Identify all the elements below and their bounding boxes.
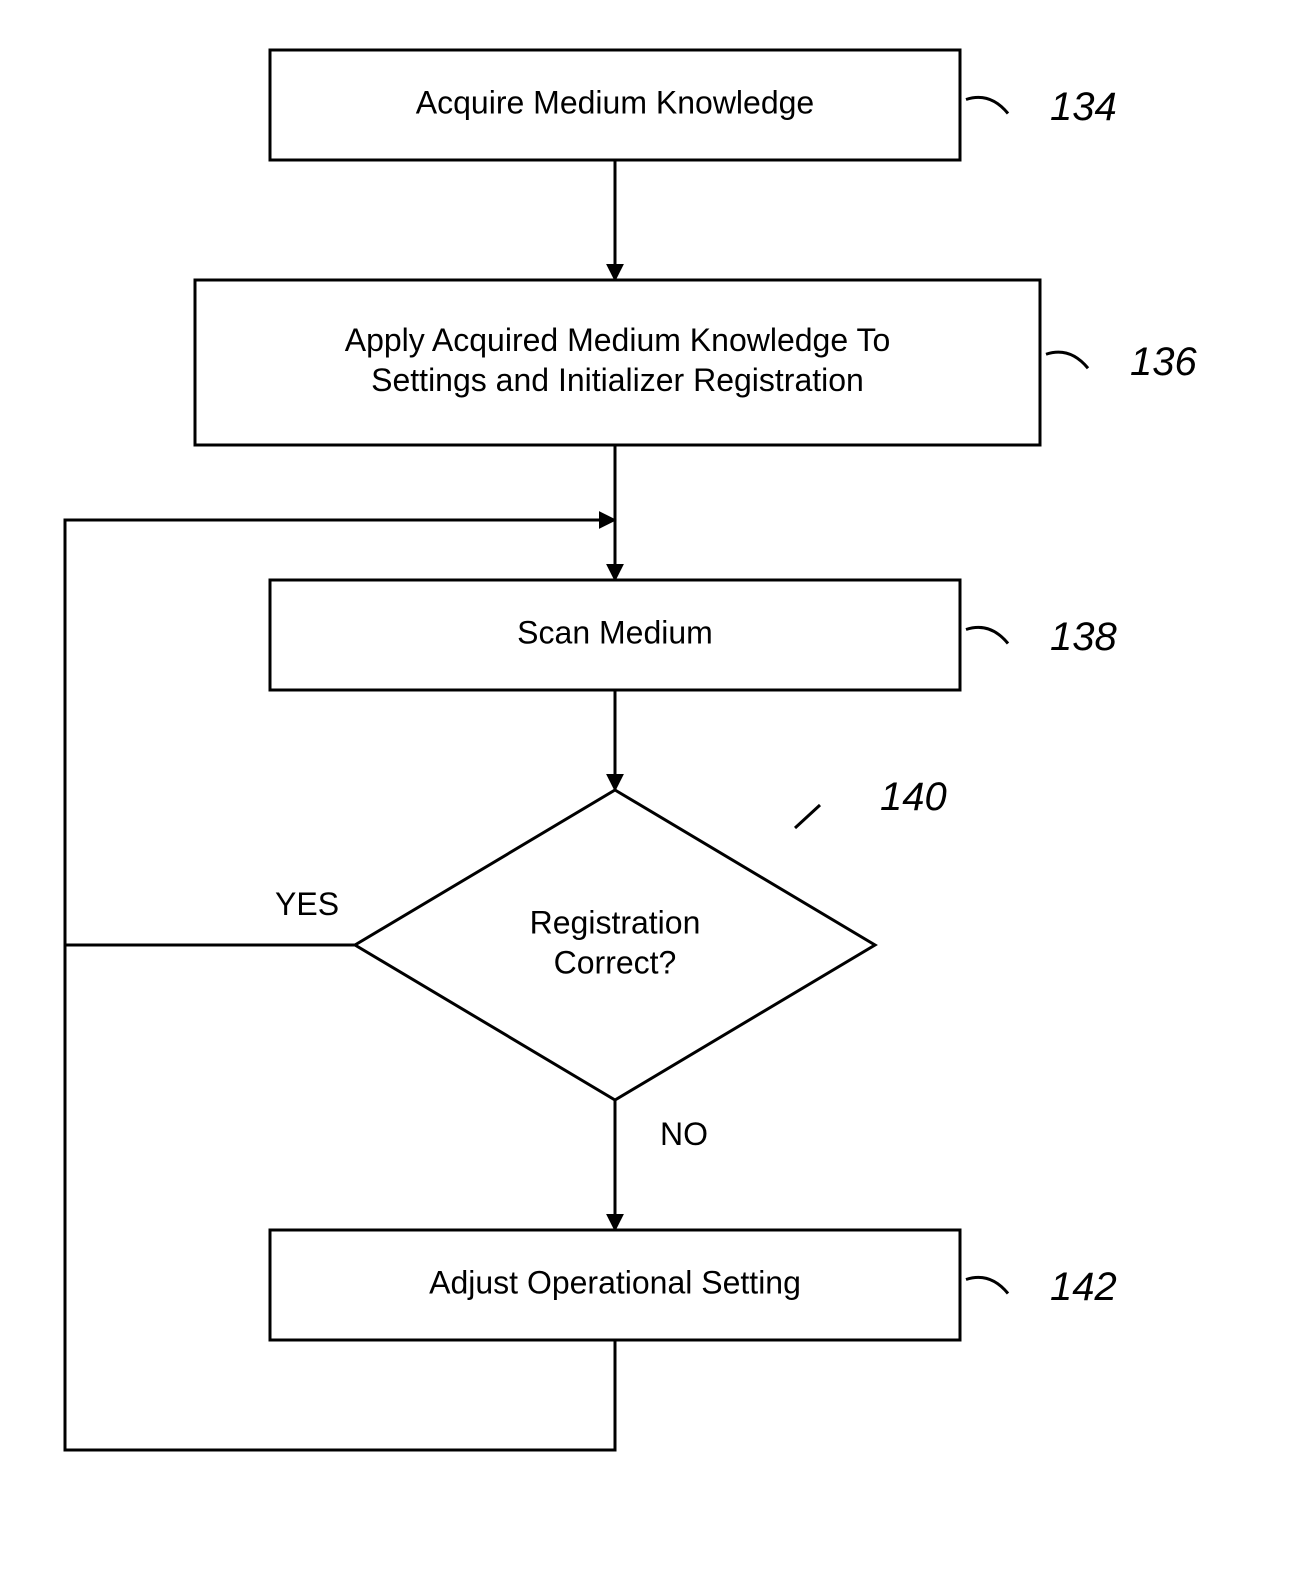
ref-number: 136: [1130, 340, 1197, 384]
node-text: Settings and Initializer Registration: [371, 362, 864, 398]
node-n140: Registration Correct? 140: [355, 775, 947, 1100]
node-text: Apply Acquired Medium Knowledge To: [345, 322, 891, 358]
node-n134: Acquire Medium Knowledge 134: [270, 50, 1117, 160]
edge-label: YES: [275, 886, 339, 922]
node-n136: Apply Acquired Medium Knowledge To Settin…: [195, 280, 1197, 445]
node-text: Registration: [530, 904, 701, 940]
ref-number: 134: [1050, 85, 1117, 129]
node-n142: Adjust Operational Setting 142: [270, 1230, 1117, 1340]
edge-label: NO: [660, 1116, 708, 1152]
node-text: Adjust Operational Setting: [429, 1264, 801, 1300]
ref-number: 138: [1050, 615, 1117, 659]
node-text: Scan Medium: [517, 614, 713, 650]
flowchart: NO YES Acquire Medium Knowledge 134 Apply Ac…: [0, 0, 1297, 1571]
edge: [795, 805, 820, 828]
ref-number: 142: [1050, 1265, 1117, 1309]
node-text: Acquire Medium Knowledge: [416, 84, 814, 120]
node-text: Correct?: [554, 944, 677, 980]
node-n138: Scan Medium 138: [270, 580, 1117, 690]
ref-number: 140: [880, 775, 947, 819]
